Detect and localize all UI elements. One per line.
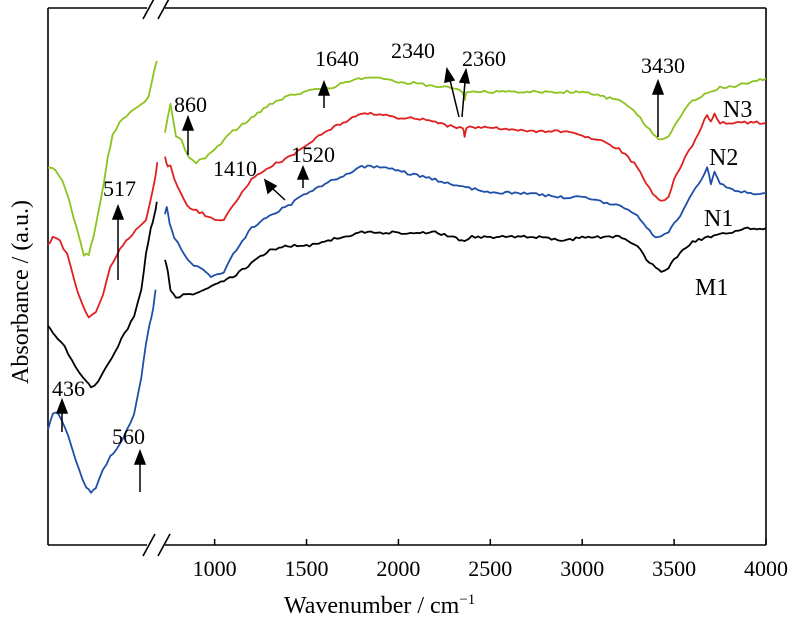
arrow-1640	[317, 79, 331, 108]
series-n3-main-line	[164, 76, 767, 165]
x-tick-label-2500: 2500	[468, 556, 512, 581]
arrow-517	[111, 203, 125, 280]
annotation-1410: 1410	[213, 156, 257, 181]
axis-break-top	[142, 0, 170, 20]
annotation-labels: 517 436 560 860 1410 1520 1640 2340 2360…	[52, 38, 685, 449]
arrow-560	[133, 448, 147, 492]
arrow-3430	[651, 78, 665, 137]
x-tick-label-3000: 3000	[560, 556, 604, 581]
series-curves	[47, 60, 767, 494]
x-ticks: 1000 1500 2000 2500 3000 3500 4000	[193, 539, 788, 581]
x-axis-title: Wavenumber / cm−1	[284, 592, 475, 619]
annotation-arrows	[55, 66, 665, 492]
x-tick-label-4000: 4000	[744, 556, 788, 581]
annotation-1520: 1520	[291, 142, 335, 167]
series-n2-inset-line	[47, 162, 159, 319]
arrow-860	[181, 114, 195, 155]
y-axis-title: Absorbance / (a.u.)	[8, 200, 34, 384]
annotation-1640: 1640	[315, 46, 359, 71]
series-m1-inset-line	[47, 201, 158, 389]
annotation-2360: 2360	[462, 46, 506, 71]
arrow-2360	[458, 67, 470, 118]
annotation-560: 560	[112, 424, 145, 449]
series-label-m1: M1	[695, 275, 728, 301]
x-axis-title-superscript: −1	[459, 592, 475, 608]
arrow-436	[55, 397, 69, 432]
arrow-1410	[263, 178, 286, 201]
arrow-1520	[296, 165, 310, 188]
x-tick-label-1000: 1000	[193, 556, 237, 581]
series-labels: N3 N2 N1 M1	[695, 97, 752, 301]
series-n1-main-line	[164, 164, 767, 278]
annotation-3430: 3430	[641, 53, 685, 78]
axis-break-bottom	[142, 533, 171, 557]
x-tick-label-3500: 3500	[652, 556, 696, 581]
annotation-517: 517	[103, 176, 136, 201]
series-n3-inset-line	[47, 60, 158, 257]
series-n1-inset-line	[47, 289, 157, 494]
series-label-n2: N2	[709, 145, 738, 171]
x-tick-label-1500: 1500	[285, 556, 329, 581]
series-n2-main-line	[164, 111, 767, 222]
series-label-n1: N1	[704, 206, 733, 232]
annotation-860: 860	[174, 92, 207, 117]
arrow-2340	[444, 66, 460, 118]
plot-frame	[47, 7, 767, 546]
series-label-n3: N3	[723, 97, 752, 123]
annotation-436: 436	[52, 376, 85, 401]
x-tick-label-2000: 2000	[376, 556, 420, 581]
annotation-2340: 2340	[391, 38, 435, 63]
series-m1-main-line	[164, 226, 767, 299]
